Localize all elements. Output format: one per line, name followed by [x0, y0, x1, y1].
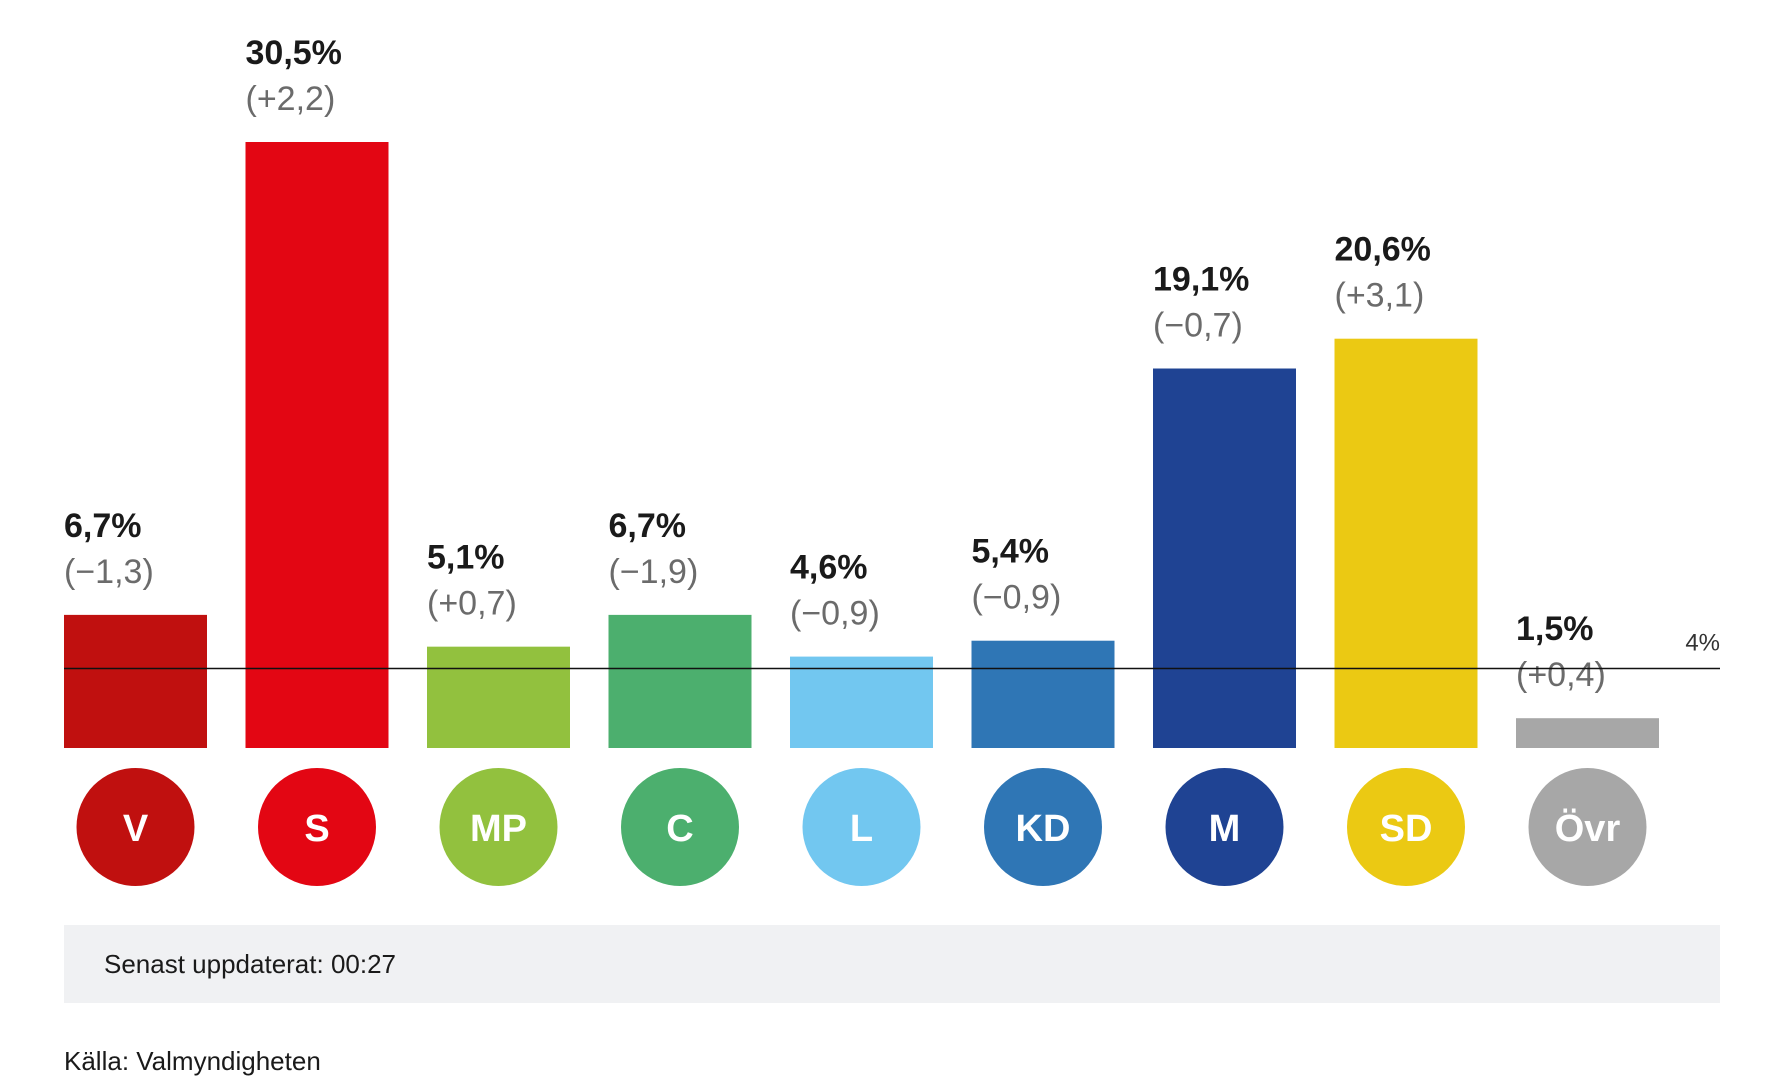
party-label-c: C: [666, 808, 693, 850]
change-label-kd: (−0,9): [972, 579, 1062, 617]
value-label-sd: 20,6%: [1335, 231, 1431, 269]
bar-v: [64, 614, 207, 748]
party-badge-kd: [984, 768, 1102, 886]
party-badge-mp: [439, 768, 558, 886]
party-badge-s: [258, 768, 376, 886]
change-label-s: (+2,2): [246, 80, 336, 118]
bar-s: [245, 142, 389, 748]
party-label-v: V: [123, 808, 149, 850]
bar-l: [790, 656, 933, 748]
value-label-l: 4,6%: [790, 549, 868, 587]
party-label-m: M: [1209, 808, 1241, 850]
party-label-sd: SD: [1380, 808, 1433, 850]
party-label-kd: KD: [1016, 808, 1071, 850]
bar-ovr: [1516, 718, 1659, 748]
value-label-m: 19,1%: [1153, 261, 1249, 299]
party-badge-m: [1165, 768, 1284, 886]
party-label-mp: MP: [470, 808, 527, 850]
party-badge-l: [802, 768, 921, 886]
bar-kd: [971, 640, 1115, 748]
party-badge-c: [621, 768, 739, 886]
change-label-mp: (+0,7): [427, 585, 517, 623]
change-label-l: (−0,9): [790, 595, 880, 633]
threshold-label: 4%: [1685, 630, 1720, 657]
last-updated-box: Senast uppdaterat: 00:27: [64, 925, 1720, 1003]
value-label-v: 6,7%: [64, 507, 142, 545]
bar-m: [1153, 368, 1296, 748]
value-label-kd: 5,4%: [972, 533, 1050, 571]
value-label-ovr: 1,5%: [1516, 610, 1594, 648]
bar-sd: [1334, 338, 1478, 748]
value-label-s: 30,5%: [246, 34, 342, 72]
party-label-ovr: Övr: [1555, 807, 1621, 850]
value-label-c: 6,7%: [609, 507, 687, 545]
party-badge-ovr: [1528, 768, 1647, 886]
source-credit: Källa: Valmyndigheten: [64, 1046, 321, 1076]
party-label-l: L: [850, 808, 873, 850]
change-label-c: (−1,9): [609, 553, 699, 591]
change-label-m: (−0,7): [1153, 307, 1243, 345]
last-updated-text: Senast uppdaterat: 00:27: [104, 949, 397, 979]
party-badge-v: [76, 768, 195, 886]
change-label-v: (−1,3): [64, 553, 154, 591]
bar-c: [608, 614, 752, 748]
change-label-sd: (+3,1): [1335, 277, 1425, 315]
party-label-s: S: [304, 808, 329, 850]
bar-mp: [427, 646, 570, 748]
change-label-ovr: (+0,4): [1516, 656, 1606, 694]
party-badge-sd: [1347, 768, 1465, 886]
value-label-mp: 5,1%: [427, 539, 505, 577]
